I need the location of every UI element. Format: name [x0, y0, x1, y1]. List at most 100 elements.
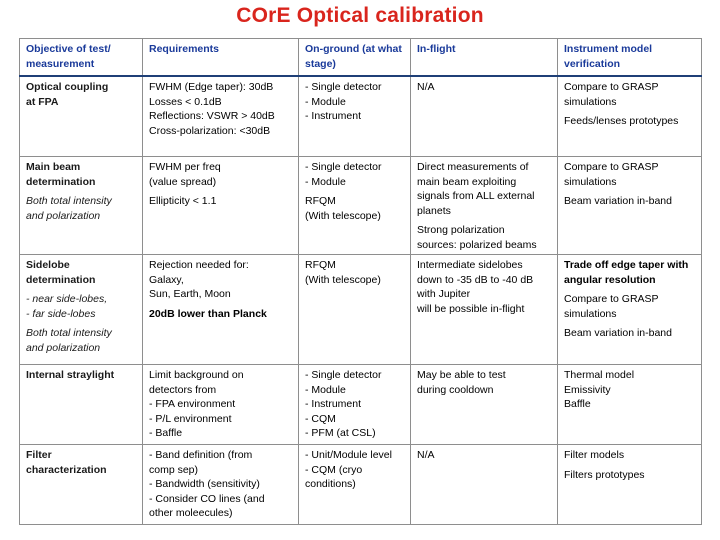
cell-line: - Bandwidth (sensitivity)	[149, 478, 260, 490]
cell-line: 20dB lower than Planck	[149, 307, 267, 320]
cell-line: Sun, Earth, Moon	[149, 288, 231, 300]
objective-title: at FPA	[26, 95, 59, 108]
cell-line: - Module	[305, 95, 346, 108]
on-ground-cell: - Single detector - Module - Instrument	[298, 75, 411, 157]
header-line: measurement	[26, 57, 95, 70]
cell-line: - Single detector	[305, 161, 382, 173]
table-row: Filter characterization - Band definitio…	[19, 444, 702, 525]
on-ground-cell: RFQM (With telescope)	[298, 254, 411, 365]
objective-title: Internal straylight	[26, 369, 115, 381]
cell-line: Trade off edge taper with	[564, 259, 689, 271]
cell-line: Filters prototypes	[564, 468, 645, 481]
calibration-table: Objective of test/ measurement Requireme…	[19, 38, 702, 525]
objective-cell: Optical coupling at FPA	[19, 75, 143, 157]
cell-line: N/A	[417, 81, 435, 93]
header-on-ground: On-ground (at what stage)	[298, 38, 411, 77]
cell-line: (With telescope)	[305, 273, 381, 286]
cell-line: Compare to GRASP	[564, 81, 659, 93]
cell-line: during cooldown	[417, 383, 494, 396]
header-line: verification	[564, 57, 621, 70]
cell-line: - Band definition (from	[149, 449, 253, 461]
table-row: Optical coupling at FPA FWHM (Edge taper…	[19, 75, 702, 157]
cell-line: simulations	[564, 95, 617, 108]
cell-line: RFQM	[305, 259, 336, 271]
in-flight-cell: Intermediate sidelobes down to -35 dB to…	[410, 254, 558, 365]
in-flight-cell: May be able to test during cooldown	[410, 364, 558, 445]
cell-line: Feeds/lenses prototypes	[564, 115, 679, 127]
cell-line: Galaxy,	[149, 273, 184, 286]
cell-line: Cross-polarization: <30dB	[149, 124, 271, 137]
model-cell: Filter models Filters prototypes	[557, 444, 702, 525]
header-line: Requirements	[149, 43, 220, 55]
cell-line: - CQM (cryo	[305, 463, 363, 476]
cell-line: detectors from	[149, 383, 217, 396]
cell-line: - Single detector	[305, 369, 382, 381]
in-flight-cell: N/A	[410, 444, 558, 525]
cell-line: signals from ALL external	[417, 190, 535, 202]
header-line: Instrument model	[564, 43, 653, 55]
cell-line: Emissivity	[564, 383, 611, 396]
cell-line: - Module	[305, 383, 346, 396]
cell-line: Intermediate sidelobes	[417, 259, 523, 271]
cell-line: other moleecules)	[149, 507, 233, 519]
requirements-cell: Limit background on detectors from - FPA…	[142, 364, 299, 445]
table-row: Internal straylight Limit background on …	[19, 364, 702, 445]
objective-note: Both total intensity	[26, 195, 112, 207]
cell-line: - Unit/Module level	[305, 449, 392, 461]
cell-line: Rejection needed for:	[149, 259, 249, 271]
cell-line: (value spread)	[149, 175, 217, 188]
objective-title: Filter	[26, 449, 52, 461]
cell-line: FWHM (Edge taper): 30dB	[149, 81, 274, 93]
cell-line: Direct measurements of	[417, 161, 529, 173]
cell-line: Strong polarization	[417, 224, 505, 236]
objective-title: determination	[26, 175, 96, 188]
cell-line: - Instrument	[305, 398, 362, 410]
cell-line: angular resolution	[564, 273, 656, 286]
model-cell: Trade off edge taper with angular resolu…	[557, 254, 702, 365]
objective-cell: Sidelobe determination - near side-lobes…	[19, 254, 143, 365]
cell-line: Limit background on	[149, 369, 244, 381]
cell-line: - CQM	[305, 412, 336, 425]
objective-note: and polarization	[26, 209, 101, 222]
cell-line: Beam variation in-band	[564, 195, 672, 207]
on-ground-cell: - Unit/Module level - CQM (cryo conditio…	[298, 444, 411, 525]
objective-title: determination	[26, 273, 96, 286]
objective-note: - far side-lobes	[26, 307, 96, 320]
table-row: Sidelobe determination - near side-lobes…	[19, 254, 702, 365]
model-cell: Compare to GRASP simulations Feeds/lense…	[557, 75, 702, 157]
cell-line: main beam exploiting	[417, 175, 517, 188]
objective-title: characterization	[26, 463, 107, 476]
model-cell: Compare to GRASP simulations Beam variat…	[557, 156, 702, 255]
model-cell: Thermal model Emissivity Baffle	[557, 364, 702, 445]
cell-line: - PFM (at CSL)	[305, 427, 376, 439]
header-in-flight: In-flight	[410, 38, 558, 77]
cell-line: - FPA environment	[149, 398, 236, 410]
cell-line: comp sep)	[149, 463, 199, 476]
header-line: On-ground	[305, 43, 360, 55]
header-requirements: Requirements	[142, 38, 299, 77]
cell-line: Reflections: VSWR > 40dB	[149, 110, 275, 122]
cell-line: - Instrument	[305, 110, 362, 122]
objective-title: Main beam	[26, 161, 81, 173]
on-ground-cell: - Single detector - Module - Instrument …	[298, 364, 411, 445]
objective-cell: Main beam determination Both total inten…	[19, 156, 143, 255]
objective-title: Optical coupling	[26, 81, 109, 93]
cell-line: sources: polarized beams	[417, 238, 537, 251]
cell-line: - Single detector	[305, 81, 382, 93]
cell-line: Compare to GRASP	[564, 161, 659, 173]
cell-line: Ellipticity < 1.1	[149, 195, 217, 207]
cell-line: conditions)	[305, 478, 356, 490]
objective-cell: Internal straylight	[19, 364, 143, 445]
header-objective: Objective of test/ measurement	[19, 38, 143, 77]
cell-line: Thermal model	[564, 369, 635, 381]
slide-title: COrE Optical calibration	[236, 4, 484, 27]
cell-line: with Jupiter	[417, 288, 471, 300]
cell-line: N/A	[417, 449, 435, 461]
cell-line: (With telescope)	[305, 209, 381, 222]
cell-line: planets	[417, 204, 451, 217]
cell-line: - Module	[305, 175, 346, 188]
cell-line: Beam variation in-band	[564, 327, 672, 339]
table-row: Main beam determination Both total inten…	[19, 156, 702, 255]
cell-line: Baffle	[564, 398, 591, 410]
requirements-cell: FWHM (Edge taper): 30dB Losses < 0.1dB R…	[142, 75, 299, 157]
